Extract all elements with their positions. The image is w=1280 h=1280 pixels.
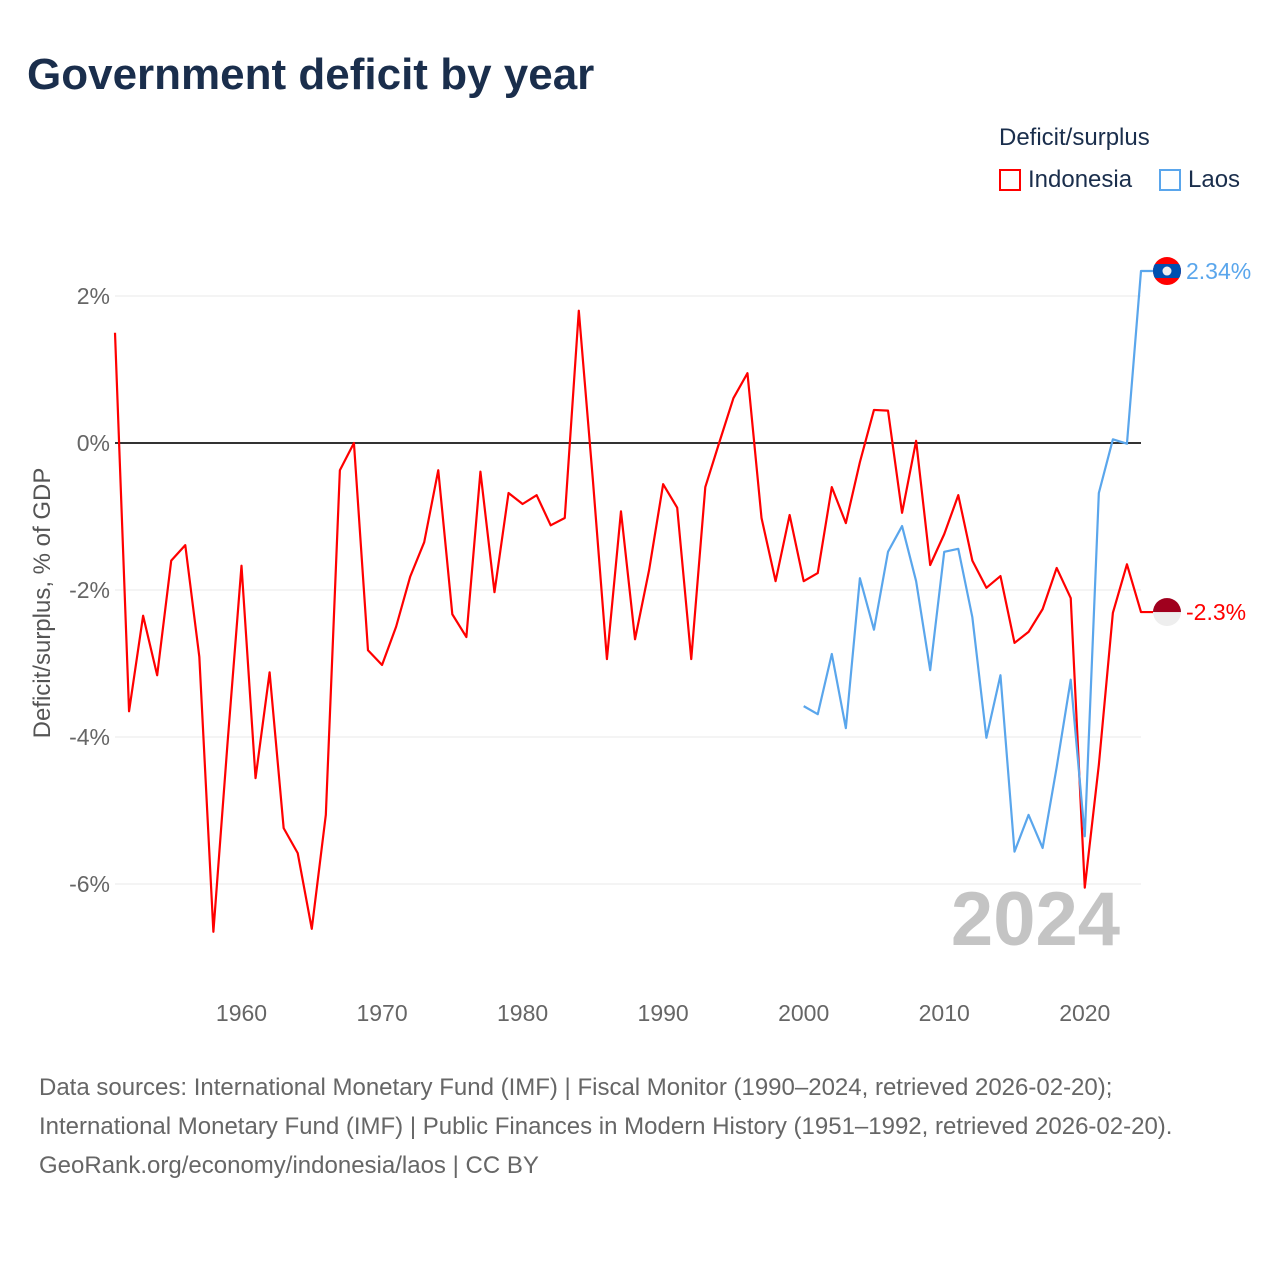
chart-title: Government deficit by year (27, 50, 595, 99)
x-tick-label: 2010 (919, 1000, 970, 1026)
legend-label: Indonesia (1028, 166, 1133, 193)
end-value-label: 2.34% (1186, 258, 1251, 284)
flag-disc (1162, 266, 1172, 276)
flag-icon-laos (1153, 257, 1181, 286)
y-tick-label: 0% (77, 430, 110, 456)
legend-item-indonesia[interactable]: Indonesia (999, 166, 1132, 194)
x-tick-label: 1990 (638, 1000, 689, 1026)
y-tick-label: -2% (69, 577, 110, 603)
year-watermark: 2024 (951, 877, 1120, 962)
source-line-2: International Monetary Fund (IMF) | Publ… (39, 1113, 1173, 1140)
y-tick-label: 2% (77, 283, 110, 309)
x-tick-label: 2000 (778, 1000, 829, 1026)
y-axis-label: Deficit/surplus, % of GDP (29, 468, 56, 739)
x-tick-label: 2020 (1059, 1000, 1110, 1026)
data-sources: Data sources: International Monetary Fun… (39, 1068, 1239, 1185)
legend-swatch-indonesia (999, 169, 1021, 191)
x-tick-label: 1970 (356, 1000, 407, 1026)
legend-item-laos[interactable]: Laos (1159, 166, 1240, 194)
legend-label: Laos (1188, 166, 1241, 193)
y-tick-label: -4% (69, 724, 110, 750)
series-line-laos (803, 269, 1153, 853)
x-tick-label: 1960 (216, 1000, 267, 1026)
source-line-1: Data sources: International Monetary Fun… (39, 1074, 1113, 1101)
x-tick-label: 1980 (497, 1000, 548, 1026)
attribution-link[interactable]: GeoRank.org/economy/indonesia/laos | CC … (39, 1152, 539, 1179)
legend-title: Deficit/surplus (999, 124, 1150, 151)
flag-icon-indonesia (1153, 598, 1181, 627)
legend-swatch-laos (1159, 169, 1181, 191)
plot-area: 2024 2% 0% -2% -4% -6% 1960 1970 1980 1990 2000 20… (29, 257, 1251, 1026)
end-value-label: -2.3% (1186, 599, 1246, 625)
y-tick-label: -6% (69, 871, 110, 897)
series-line-indonesia (113, 309, 1153, 933)
flag-red (1153, 598, 1181, 613)
